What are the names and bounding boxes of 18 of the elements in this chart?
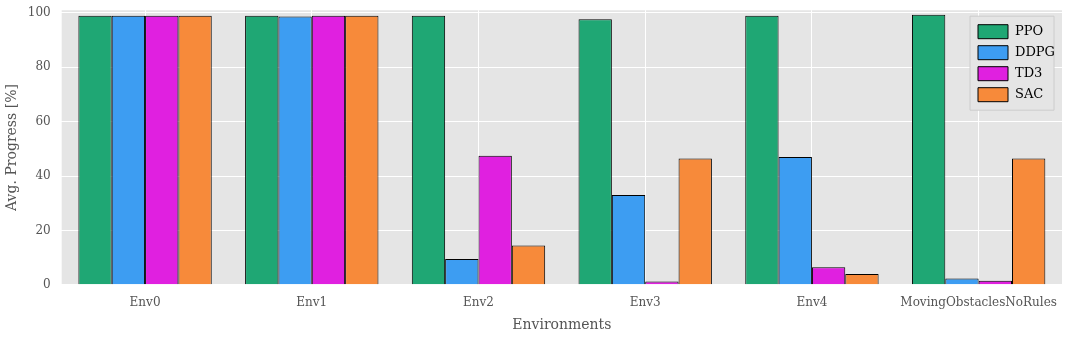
y-tick-label: 60: [35, 113, 51, 128]
y-tick-label: 40: [35, 168, 51, 183]
x-tick-label: Env3: [629, 295, 661, 310]
legend-label: SAC: [1015, 86, 1044, 102]
legend-label: PPO: [1015, 23, 1044, 39]
x-tick-label: Env2: [463, 295, 494, 310]
y-tick-label: 0: [43, 276, 51, 291]
x-tick-label: Env4: [796, 295, 828, 310]
y-tick-label: 20: [35, 222, 51, 237]
x-tick-label: MovingObstaclesNoRules: [900, 295, 1057, 310]
legend-label: TD3: [1015, 65, 1043, 81]
x-tick-label: Env0: [129, 295, 161, 310]
x-tick-label: Env1: [296, 295, 328, 310]
y-axis-title: Avg. Progress [%]: [3, 84, 20, 212]
y-tick-label: 100: [27, 5, 51, 20]
legend-label: DDPG: [1015, 44, 1055, 60]
x-axis-title: Environments: [512, 316, 612, 333]
y-tick-label: 80: [35, 59, 51, 74]
